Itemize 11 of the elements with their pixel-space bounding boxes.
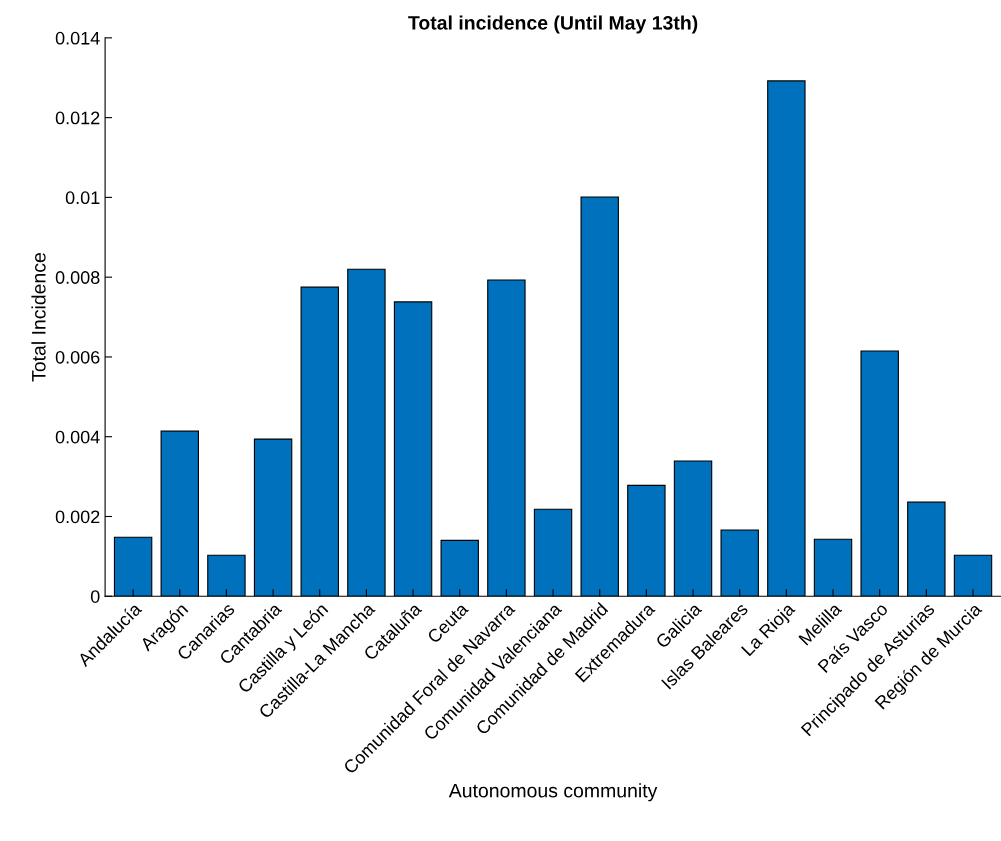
x-axis-title: Autonomous community: [448, 783, 658, 802]
y-tick-label: 0.004: [55, 430, 100, 444]
y-tick-label: 0.014: [55, 31, 100, 45]
y-tick-label: 0: [90, 590, 100, 603]
y-axis-title: Total Incidence: [31, 253, 46, 382]
y-tick-label: 0.008: [55, 271, 100, 284]
chart-title: Total incidence (Until May 13th): [408, 15, 698, 34]
y-tick-label: 0.01: [65, 191, 100, 205]
y-tick-label: 0.012: [55, 111, 100, 125]
y-tick-label: 0.002: [55, 510, 100, 524]
y-tick-label: 0.006: [55, 350, 100, 364]
